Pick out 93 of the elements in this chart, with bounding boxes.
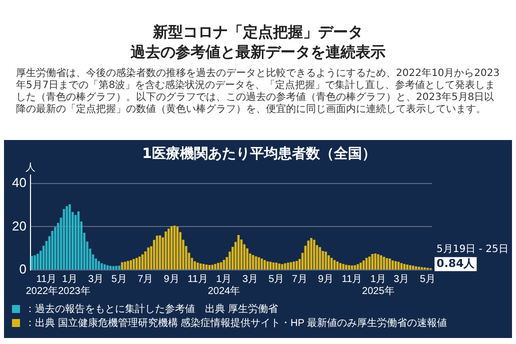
bar: [200, 264, 202, 270]
y-tick-label: 20: [12, 218, 26, 234]
bar: [214, 264, 216, 270]
bar: [281, 264, 284, 270]
bar: [348, 265, 350, 270]
bar: [377, 254, 380, 270]
x-tick-label: 1月 2025年: [362, 274, 394, 297]
bar: [371, 254, 374, 270]
bar: [286, 262, 290, 270]
bar: [104, 264, 106, 270]
bar: [220, 262, 222, 270]
x-tick-label: 7月: [138, 274, 154, 285]
bar: [324, 252, 327, 270]
bar: [51, 230, 54, 270]
bar: [409, 265, 412, 270]
x-tick-label: 3月: [88, 274, 104, 285]
y-tick-label: 40: [12, 175, 26, 190]
bar: [360, 262, 362, 270]
bar: [394, 261, 397, 270]
bar: [130, 260, 132, 270]
bar: [211, 264, 214, 270]
x-tick-label: 9月: [318, 274, 334, 285]
bar: [296, 260, 298, 270]
bar: [68, 204, 71, 270]
bar: [278, 264, 280, 270]
legend-label: ：出典 国立健康危機管理研究機構 感染症情報提供サイト・HP 最新値のみ厚生労働省の速報値: [25, 316, 448, 329]
bar: [100, 263, 103, 270]
bar: [34, 255, 36, 270]
x-tick-label: 11月: [342, 274, 362, 285]
x-tick-label: 5月: [111, 274, 127, 285]
bar: [313, 240, 316, 270]
bar: [374, 254, 376, 270]
bar: [132, 258, 135, 270]
bar: [392, 260, 394, 270]
bar: [168, 228, 170, 270]
bar: [152, 240, 156, 270]
bar: [403, 264, 406, 270]
y-axis-title: 人: [25, 162, 36, 174]
bar: [260, 258, 263, 270]
legend-label: ：過去の報告をもとに集計した参考値 出典 厚生労働省: [25, 302, 278, 315]
bar: [194, 261, 196, 270]
bar: [290, 262, 292, 270]
bar: [36, 254, 39, 270]
bar: [66, 206, 68, 270]
bar: [412, 266, 414, 270]
bar: [406, 264, 408, 270]
x-tick-label: 5月: [420, 274, 436, 285]
bar: [342, 264, 344, 270]
y-tick-label: 0: [19, 262, 26, 277]
bar: [345, 264, 348, 270]
text: 5月19日 - 25日: [436, 244, 508, 255]
bar: [354, 265, 356, 270]
bar: [112, 266, 115, 270]
bar: [196, 262, 199, 270]
bar: [356, 264, 359, 270]
bar: [147, 248, 150, 270]
text: 1医療機関あたり平均患者数（全国）: [142, 145, 376, 162]
bar: [115, 266, 118, 270]
bar: [339, 263, 342, 270]
bar: [106, 265, 109, 270]
bar: [388, 258, 391, 270]
bar: [54, 227, 56, 270]
bar: [120, 262, 124, 270]
x-tick-label: 5月: [268, 274, 284, 285]
x-tick-label: 3月: [394, 274, 410, 285]
bar: [330, 258, 333, 270]
bar: [98, 261, 100, 270]
bar: [164, 231, 167, 270]
bar: [264, 260, 266, 270]
x-tick-label: 1月: [62, 274, 78, 285]
x-tick-label: 2022年2023年: [26, 284, 90, 297]
text: 0.84人: [436, 257, 476, 270]
bar: [246, 248, 248, 270]
chart-subtitle: 過去の参考値と最新データを連続表示: [130, 42, 386, 62]
bar: [362, 260, 365, 270]
bar: [275, 262, 278, 270]
bar: [292, 262, 295, 270]
bar: [328, 255, 330, 270]
bar: [118, 266, 120, 270]
x-tick-label: 7月: [292, 274, 308, 285]
x-tick-label: 11月: [36, 274, 57, 285]
text: 厚生労働省は、今後の感染者数の推移を過去のデータと比較できるようにするため、2022年10月から2023年5月7日までの「第8波」を含む感染状況のデータを、「定点把握」で集計し直し、参考値として発表しました（青色の棒グラフ）。以下のグラフでは、この過去の参考値（青色の棒グラフ）と、2023年5月8日以降の最新の「定点把握」の数値（黄色い棒グラフ）を、便宜的に同じ画面内に連続して表示しています。: [16, 68, 500, 116]
chart-title: 新型コロナ「定点把握」データ: [152, 22, 364, 42]
bar: [217, 262, 220, 270]
bar: [307, 240, 310, 270]
x-tick-label: 1月 2024年: [208, 274, 240, 297]
bar: [310, 238, 312, 270]
bar: [136, 258, 138, 270]
x-tick-label: 3月: [242, 274, 258, 285]
x-tick-label: 11月: [188, 274, 208, 285]
bar: [400, 263, 403, 270]
bar: [258, 257, 260, 270]
x-tick-label: 9月: [164, 274, 180, 285]
